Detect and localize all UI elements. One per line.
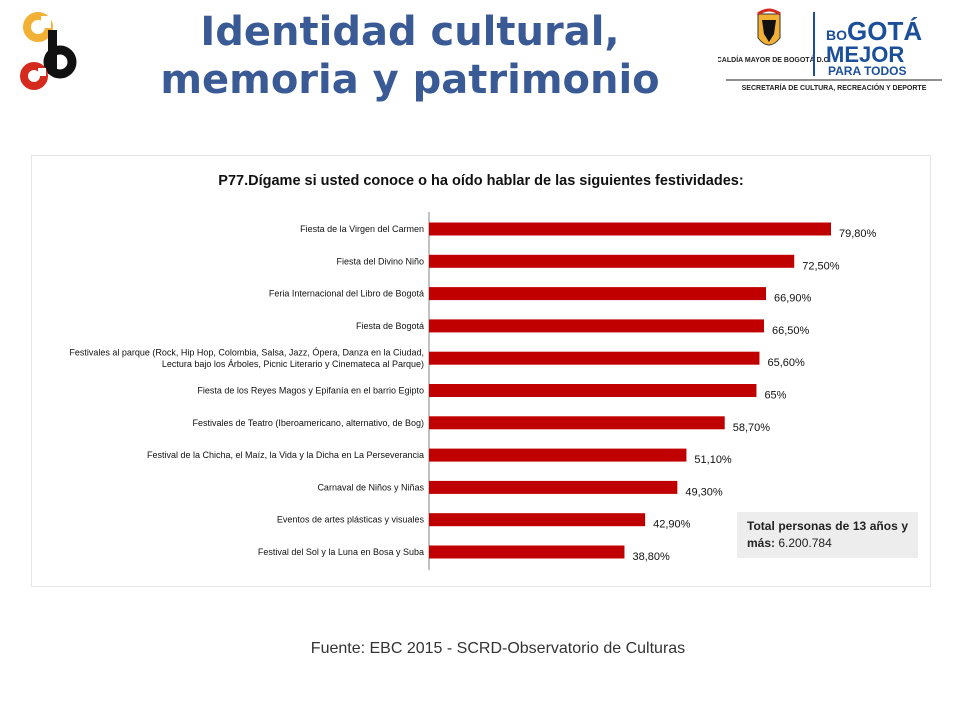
- bar-8: [429, 448, 687, 462]
- category-label-8: Festival de la Chicha, el Maíz, la Vida …: [147, 450, 424, 460]
- bar-3: [429, 287, 767, 301]
- value-label-11: 38,80%: [632, 551, 670, 563]
- value-label-7: 58,70%: [733, 422, 771, 434]
- value-label-2: 72,50%: [802, 260, 840, 272]
- bar-11: [429, 545, 625, 559]
- chart-title: P77.Dígame si usted conoce o ha oído hab…: [218, 173, 743, 189]
- bar-4: [429, 319, 764, 333]
- para-todos-text: PARA TODOS: [828, 64, 906, 78]
- bar-5: [429, 351, 760, 365]
- alcaldia-text: ALCALDÍA MAYOR DE BOGOTÁ D.C.: [718, 55, 831, 64]
- page-title-line2: memoria y patrimonio: [160, 57, 660, 103]
- value-label-9: 49,30%: [685, 486, 723, 498]
- bogota-text: BOGOTÁ: [826, 16, 922, 46]
- bar-9: [429, 480, 678, 494]
- bar-1: [429, 222, 831, 236]
- category-label-2: Fiesta del Divino Niño: [336, 256, 424, 266]
- category-label-5-line2: Lectura bajo los Árboles, Picnic Literar…: [162, 359, 424, 369]
- coat-of-arms-icon: [757, 8, 781, 46]
- category-label-6: Fiesta de los Reyes Magos y Epifanía en …: [197, 386, 424, 396]
- category-label-4: Fiesta de Bogotá: [356, 321, 424, 331]
- page-title: Identidad cultural, memoria y patrimonio: [120, 8, 700, 104]
- bar-2: [429, 254, 795, 268]
- bogota-text-gota: GOTÁ: [847, 16, 922, 46]
- total-personas-box: Total personas de 13 años y más: 6.200.7…: [737, 512, 918, 558]
- bar-7: [429, 416, 725, 430]
- bogota-text-bo: BO: [826, 27, 847, 43]
- category-label-11: Festival del Sol y la Luna en Bosa y Sub…: [258, 547, 424, 557]
- source-note: Fuente: EBC 2015 - SCRD-Observatorio de …: [310, 640, 686, 657]
- value-label-3: 66,90%: [774, 293, 812, 305]
- total-personas-value: 6.200.784: [778, 536, 832, 550]
- value-label-10: 42,90%: [653, 519, 691, 531]
- bar-10: [429, 513, 646, 527]
- chart-panel: P77.Dígame si usted conoce o ha oído hab…: [31, 155, 931, 587]
- category-label-1: Fiesta de la Virgen del Carmen: [300, 224, 424, 234]
- alcaldia-logo: ALCALDÍA MAYOR DE BOGOTÁ D.C. BOGOTÁ MEJ…: [718, 8, 942, 92]
- category-label-9: Carnaval de Niños y Niñas: [317, 482, 424, 492]
- value-label-1: 79,80%: [839, 228, 877, 240]
- value-label-4: 66,50%: [772, 325, 810, 337]
- value-label-8: 51,10%: [694, 454, 732, 466]
- category-label-5-line1: Festivales al parque (Rock, Hip Hop, Col…: [69, 347, 424, 357]
- scrd-logo: [20, 12, 77, 90]
- bar-6: [429, 384, 757, 397]
- category-label-3: Feria Internacional del Libro de Bogotá: [269, 289, 424, 299]
- value-label-6: 65%: [764, 390, 786, 402]
- secretaria-text: SECRETARÍA DE CULTURA, RECREACIÓN Y DEPO…: [742, 83, 927, 92]
- logo-b-bowl: [43, 45, 77, 79]
- value-label-5: 65,60%: [767, 357, 805, 369]
- category-label-7: Festivales de Teatro (Iberoamericano, al…: [193, 418, 424, 428]
- page-title-line1: Identidad cultural,: [200, 9, 620, 55]
- total-personas-label: Total personas de 13 años y más:: [747, 519, 908, 550]
- category-label-10: Eventos de artes plásticas y visuales: [277, 515, 425, 525]
- bar-chart: P77.Dígame si usted conoce o ha oído hab…: [69, 173, 877, 570]
- mejor-text: MEJOR: [826, 42, 904, 67]
